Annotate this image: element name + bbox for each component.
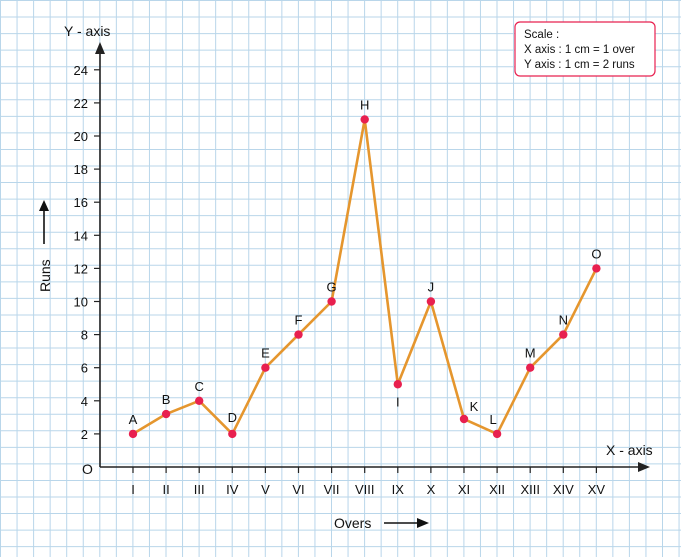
scale-note: Scale : X axis : 1 cm = 1 over Y axis : … [514, 21, 656, 77]
y-tick-label: 18 [74, 162, 88, 177]
x-tick-label: VIII [355, 482, 375, 497]
data-point [492, 429, 502, 439]
y-axis-title-arrow-head [39, 200, 49, 211]
x-tick-label: V [261, 482, 270, 497]
y-tick-label: 16 [74, 195, 88, 210]
y-tick-label: 6 [81, 361, 88, 376]
y-tick-label: 2 [81, 427, 88, 442]
data-point [128, 429, 138, 439]
y-tick-label: 22 [74, 96, 88, 111]
x-tick-label: IX [392, 482, 405, 497]
data-point [459, 414, 469, 424]
data-point [161, 409, 171, 419]
y-tick-label: 24 [74, 63, 88, 78]
origin-label: O [82, 461, 93, 477]
x-axis-title: Overs [334, 515, 371, 531]
point-label: N [559, 313, 568, 328]
y-tick-label: 12 [74, 261, 88, 276]
data-point [327, 297, 336, 306]
series-runs: A B C D E F G H I J KL M N O [128, 97, 601, 439]
point-label: G [327, 280, 337, 295]
data-point [559, 330, 568, 339]
x-tick-label: XI [458, 482, 470, 497]
y-tick-label: 14 [74, 228, 88, 243]
y-tick-label: 10 [74, 295, 88, 310]
point-label: I [396, 394, 400, 409]
y-tick-label: 8 [81, 328, 88, 343]
scale-note-title: Scale : [524, 29, 559, 41]
x-tick-label: I [131, 482, 135, 497]
data-point [294, 330, 303, 339]
point-label: F [295, 313, 303, 328]
scale-note-x: X axis : 1 cm = 1 over [524, 44, 635, 56]
x-axis-name: X - axis [606, 442, 653, 458]
x-axis-arrow [638, 462, 650, 472]
y-tick-label: 4 [81, 394, 88, 409]
scale-note-y: Y axis : 1 cm = 2 runs [524, 59, 635, 71]
y-axis-arrow [95, 42, 105, 54]
y-axis-title: Runs [37, 259, 53, 292]
x-tick-label: VII [324, 482, 340, 497]
x-tick-label: XII [489, 482, 505, 497]
x-tick-label: III [194, 482, 205, 497]
data-point [426, 297, 436, 306]
data-point [526, 363, 535, 372]
x-axis-title-arrow-head [417, 518, 429, 528]
point-label: J [428, 280, 435, 295]
x-tick-label: XIII [520, 482, 540, 497]
data-point [228, 429, 237, 439]
point-label: C [195, 379, 204, 394]
data-point [195, 396, 204, 405]
x-tick-label: II [162, 482, 169, 497]
scale-note-box [514, 21, 656, 77]
point-label: E [261, 346, 270, 361]
point-label: A [129, 412, 138, 427]
point-label: M [525, 346, 536, 361]
x-tick-label: VI [292, 482, 304, 497]
y-tick-label: 20 [74, 129, 88, 144]
point-label: H [360, 97, 369, 112]
x-tick-label: XV [588, 482, 606, 497]
point-label: D [228, 410, 237, 425]
data-point [393, 380, 402, 389]
x-tick-label: X [427, 482, 436, 497]
point-label: K [470, 399, 479, 414]
point-label: L [489, 412, 496, 427]
point-label: O [591, 246, 601, 261]
point-label: B [162, 392, 171, 407]
y-axis-name: Y - axis [64, 23, 110, 39]
data-point [592, 264, 601, 273]
data-point [360, 115, 369, 124]
data-point [261, 363, 270, 372]
x-tick-label: IV [226, 482, 239, 497]
x-tick-label: XIV [553, 482, 574, 497]
